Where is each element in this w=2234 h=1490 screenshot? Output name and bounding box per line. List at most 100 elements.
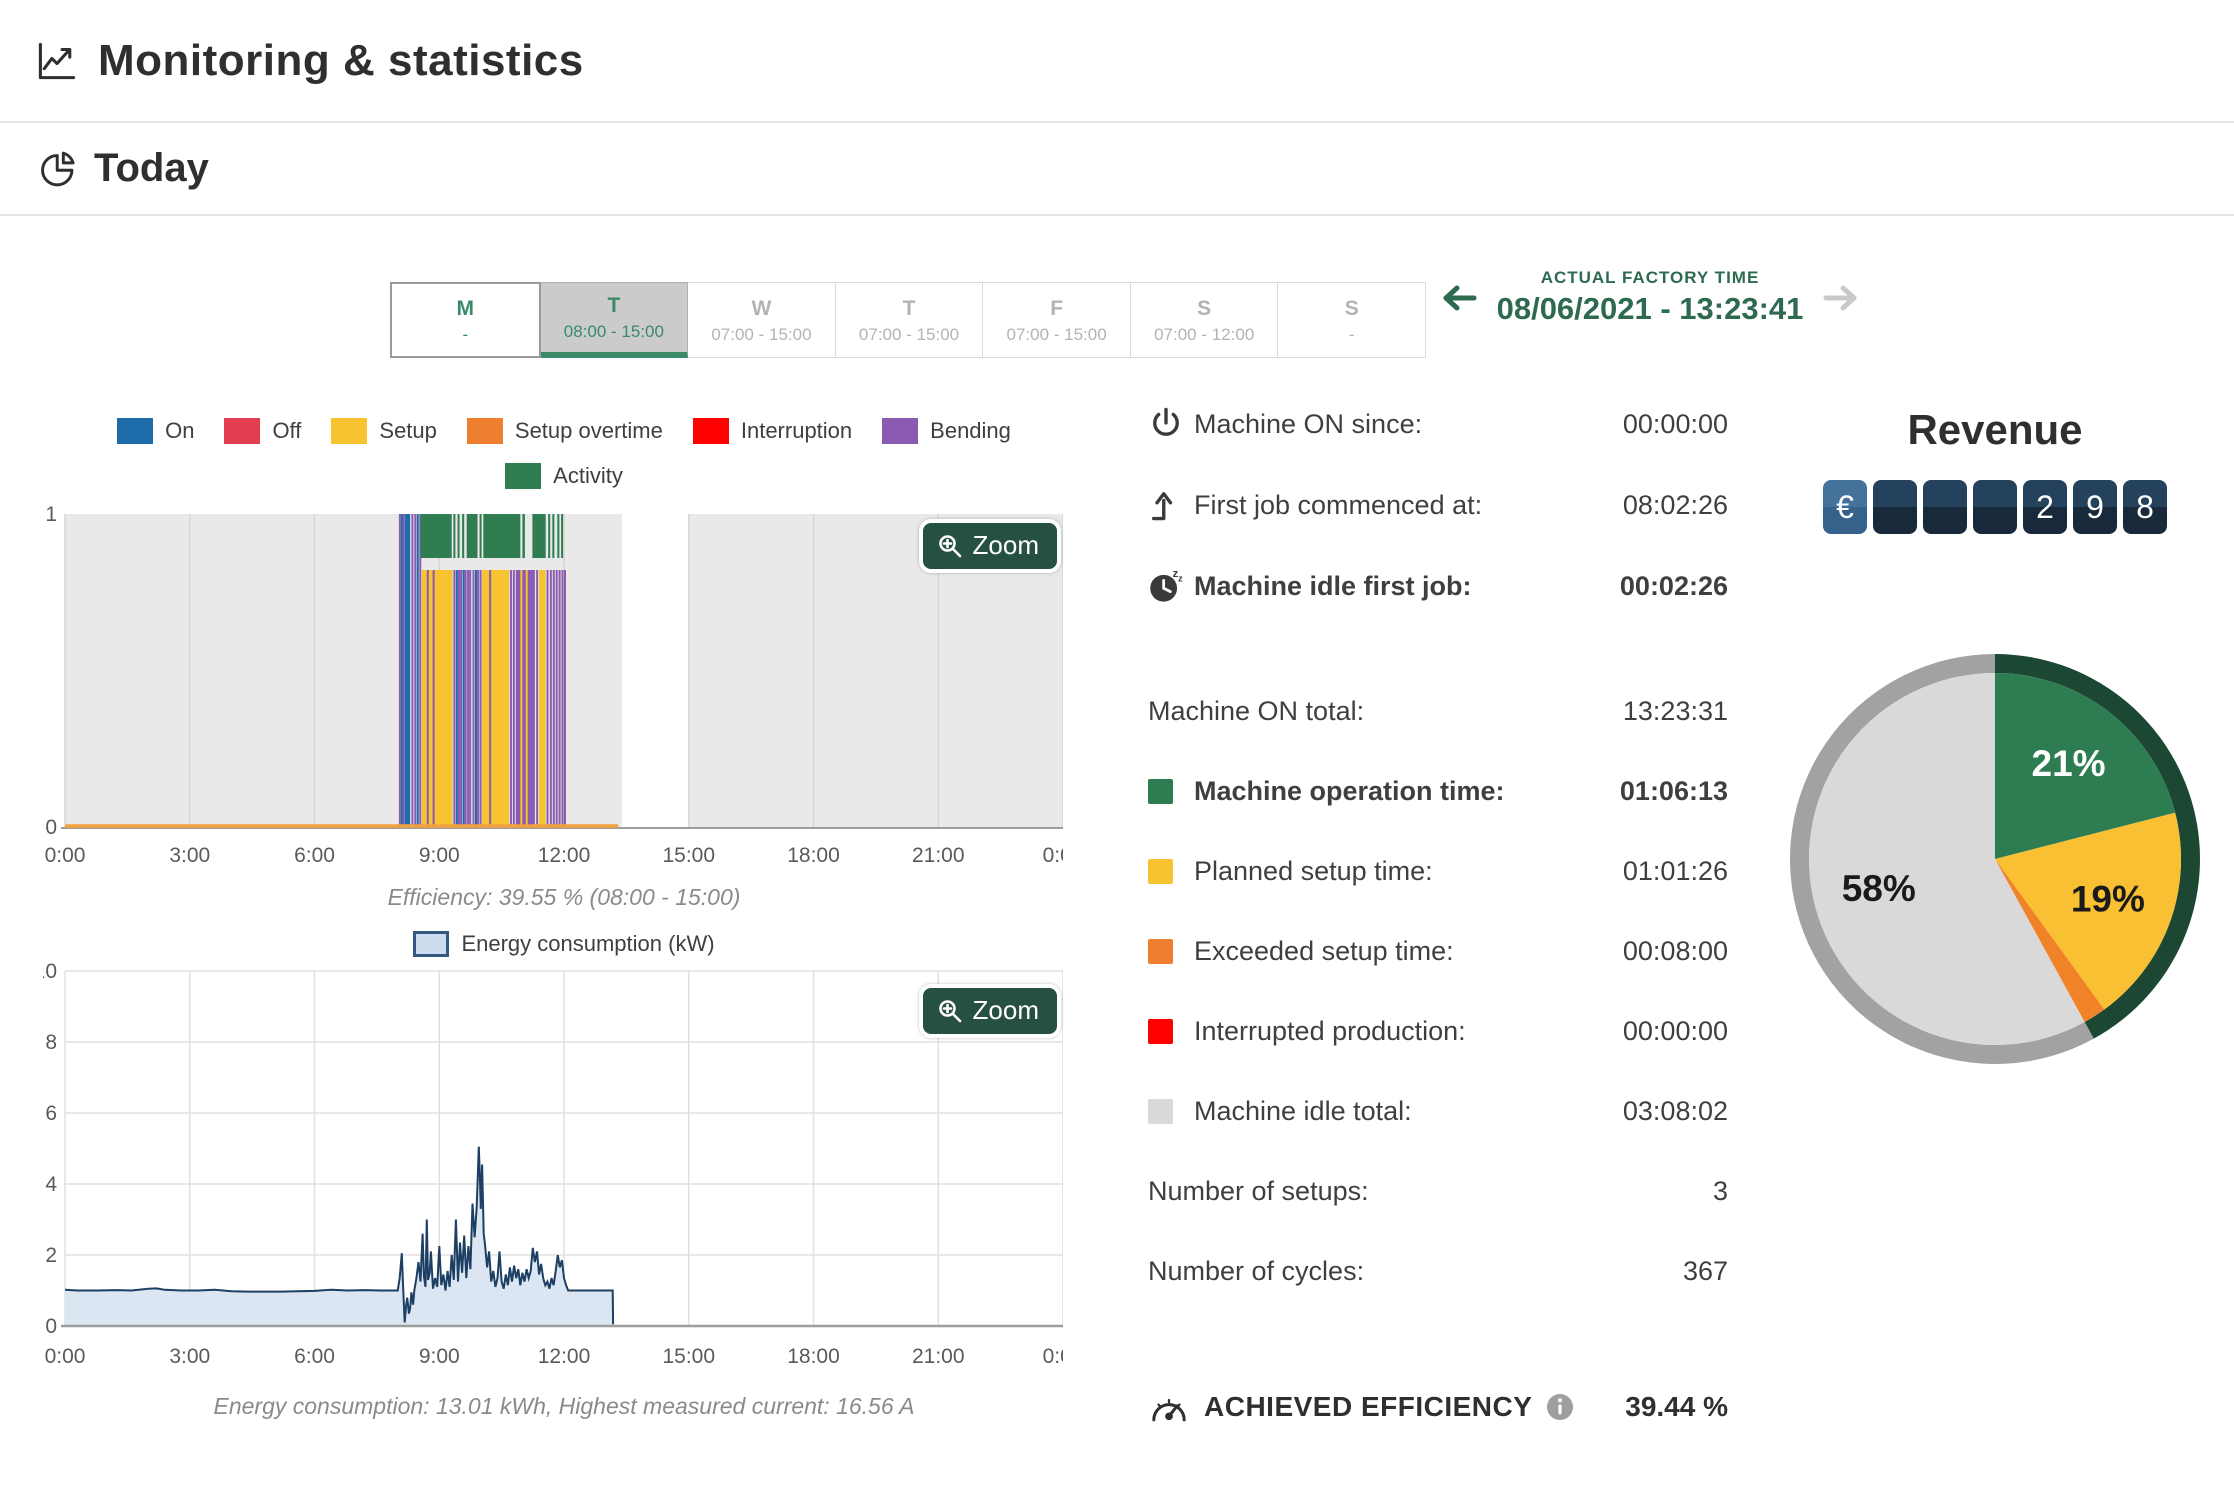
- svg-text:21:00: 21:00: [912, 844, 965, 867]
- svg-text:15:00: 15:00: [662, 844, 715, 867]
- legend-item-bending[interactable]: Bending: [882, 418, 1011, 444]
- legend-item-activity[interactable]: Activity: [505, 463, 623, 489]
- legend-item-off[interactable]: Off: [224, 418, 301, 444]
- svg-text:3:00: 3:00: [169, 844, 210, 867]
- stat-row-first-job-commenced-at: First job commenced at: 08:02:26: [1148, 487, 1728, 523]
- day-tab-letter: M: [456, 296, 475, 320]
- zoom-button-label: Zoom: [972, 995, 1039, 1025]
- svg-text:12:00: 12:00: [538, 844, 591, 867]
- day-tab-0-m[interactable]: M-: [390, 282, 541, 358]
- svg-text:0: 0: [45, 816, 57, 839]
- info-icon: [1547, 1394, 1574, 1420]
- efficiency-info-button[interactable]: [1546, 1393, 1574, 1421]
- energy-zoom-button[interactable]: Zoom: [918, 984, 1061, 1038]
- stat-value: 367: [1682, 1256, 1728, 1286]
- stat-color-swatch: [1148, 1019, 1194, 1044]
- day-tab-3-t[interactable]: T 07:00 - 15:00: [835, 282, 984, 358]
- day-tab-hours: 07:00 - 15:00: [858, 324, 960, 344]
- activity-legend-row2: Activity: [54, 463, 1074, 489]
- svg-text:2: 2: [45, 1244, 57, 1267]
- day-tab-5-s[interactable]: S 07:00 - 12:00: [1130, 282, 1279, 358]
- pie-slice-exceeded-setup: [1995, 859, 2105, 1022]
- stat-color-swatch: [1148, 939, 1194, 964]
- pie-label-58%: 58%: [1842, 868, 1916, 909]
- activity-chart: 1 0 0:00 3:00 6:00 9:00 12:00 15:00 18:00 21:00 0:…: [43, 503, 1084, 876]
- day-tab-4-f[interactable]: F 07:00 - 15:00: [983, 282, 1131, 358]
- svg-text:9:00: 9:00: [419, 1345, 460, 1368]
- svg-text:1: 1: [45, 506, 57, 526]
- revenue-digit-tile-1: [1873, 480, 1917, 534]
- stat-value: 00:00:00: [1622, 1016, 1728, 1046]
- next-day-arrow[interactable]: [1820, 282, 1860, 314]
- day-tab-6-s[interactable]: S-: [1278, 282, 1427, 358]
- svg-text:10: 10: [43, 963, 57, 983]
- svg-text:0: 0: [45, 1315, 57, 1338]
- stat-color-swatch: [1148, 859, 1194, 884]
- activity-chart-canvas: 1 0 0:00 3:00 6:00 9:00 12:00 15:00 18:00 21:00 0:…: [45, 503, 1084, 867]
- legend-item-setup-overtime[interactable]: Setup overtime: [466, 418, 663, 444]
- magnifier-plus-icon: [938, 999, 961, 1022]
- revenue-digit-tile-6: 8: [2123, 480, 2167, 534]
- energy-legend-item[interactable]: Energy consumption (kW): [413, 931, 715, 957]
- day-tab-letter: F: [1050, 296, 1064, 320]
- stat-row-machine-on-total: Machine ON total: 13:23:31: [1148, 696, 1728, 727]
- stat-label: Exceeded setup time:: [1194, 936, 1454, 966]
- revenue-digit-tile-2: [1923, 480, 1967, 534]
- stat-row-machine-on-since: Machine ON since: 00:00:00: [1148, 406, 1728, 442]
- stat-color-swatch: [1148, 1099, 1194, 1124]
- factory-time-label: ACTUAL FACTORY TIME: [1540, 268, 1760, 287]
- energy-caption: Energy consumption: 13.01 kWh, Highest m…: [213, 1393, 915, 1419]
- day-tab-hours: 07:00 - 15:00: [711, 324, 812, 344]
- stat-label: First job commenced at:: [1194, 489, 1483, 520]
- day-tab-1-t[interactable]: T 08:00 - 15:00: [540, 282, 689, 358]
- day-tab-hours: 07:00 - 12:00: [1154, 324, 1255, 344]
- stat-row-machine-idle-total: Machine idle total: 03:08:02: [1148, 1096, 1728, 1127]
- factory-time-value: 08/06/2021 - 13:23:41: [1496, 291, 1804, 326]
- svg-text:3:00: 3:00: [169, 1345, 210, 1368]
- stat-label: Number of setups:: [1148, 1176, 1369, 1206]
- svg-text:21:00: 21:00: [912, 1345, 965, 1368]
- day-tab-letter: S: [1344, 296, 1359, 320]
- legend-item-interruption[interactable]: Interruption: [692, 418, 852, 444]
- stat-value: 08:02:26: [1622, 489, 1728, 520]
- revenue-currency-tile: €: [1823, 480, 1867, 534]
- energy-legend: Energy consumption (kW): [54, 931, 1074, 957]
- stat-label: Number of cycles:: [1148, 1256, 1365, 1286]
- previous-day-arrow[interactable]: [1440, 282, 1480, 314]
- speedometer-icon: [1152, 1398, 1186, 1422]
- legend-label: Activity: [553, 463, 623, 488]
- achieved-efficiency-row: ACHIEVED EFFICIENCY 39.44 %: [1148, 1387, 1728, 1427]
- revenue-title: Revenue: [1907, 406, 2083, 453]
- svg-text:15:00: 15:00: [662, 1345, 715, 1368]
- legend-item-setup[interactable]: Setup: [331, 418, 437, 444]
- stat-value: 01:01:26: [1622, 856, 1728, 886]
- factory-time: ACTUAL FACTORY TIME 08/06/2021 - 13:23:4…: [1440, 268, 1860, 327]
- legend-swatch: [224, 418, 261, 444]
- app-header: Monitoring & statistics: [0, 0, 2234, 123]
- stat-row-number-of-cycles: Number of cycles: 367: [1148, 1256, 1728, 1287]
- stat-row-exceeded-setup-time: Exceeded setup time: 00:08:00: [1148, 936, 1728, 967]
- day-tab-letter: S: [1197, 296, 1212, 320]
- stat-value: 00:08:00: [1622, 936, 1728, 966]
- activity-zoom-button[interactable]: Zoom: [918, 519, 1061, 573]
- svg-text:12:00: 12:00: [538, 1345, 591, 1368]
- legend-item-on[interactable]: On: [117, 418, 194, 444]
- day-tab-letter: T: [607, 294, 621, 317]
- stat-value: 3: [1712, 1176, 1728, 1206]
- swatch: [1148, 939, 1173, 964]
- page-title: Monitoring & statistics: [98, 35, 584, 85]
- stat-label: Machine ON total:: [1148, 696, 1365, 726]
- legend-label: Setup overtime: [514, 418, 663, 443]
- svg-text:8: 8: [45, 1031, 57, 1054]
- stat-value: 00:00:00: [1622, 408, 1728, 439]
- legend-swatch: [466, 418, 503, 444]
- stat-label: Machine ON since:: [1194, 408, 1423, 439]
- revenue-digit-tile-5: 9: [2073, 480, 2117, 534]
- revenue-panel: Revenue €2 9 8: [1800, 406, 2190, 534]
- achieved-efficiency-value: 39.44 %: [1625, 1391, 1728, 1422]
- svg-text:18:00: 18:00: [787, 1345, 840, 1368]
- revenue-counter: €2 9 8: [1800, 480, 2190, 534]
- day-tab-2-w[interactable]: W 07:00 - 15:00: [688, 282, 836, 358]
- svg-text:0:00: 0:00: [1043, 1345, 1063, 1368]
